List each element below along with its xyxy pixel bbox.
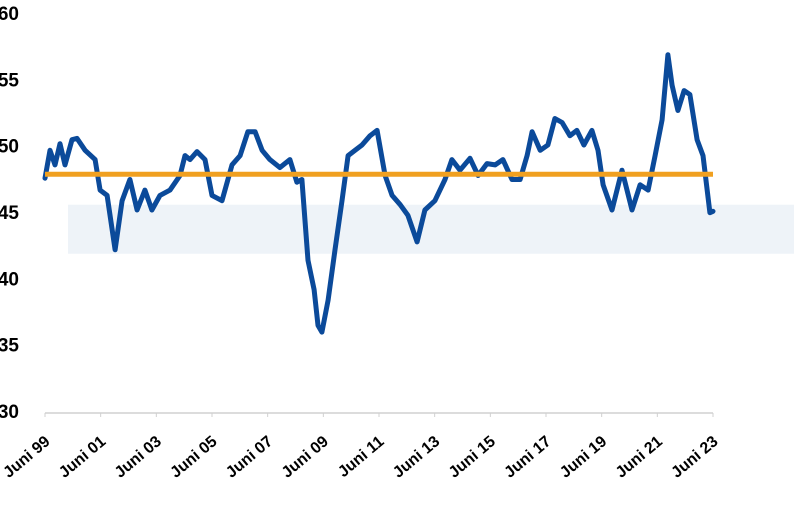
x-tick-label: Juni 21 <box>613 433 666 482</box>
x-tick-label: Juni 07 <box>223 433 276 482</box>
x-tick-label: Juni 11 <box>335 433 388 481</box>
series-line <box>42 52 716 335</box>
x-tick-label: Juni 19 <box>557 433 610 482</box>
y-tick-label: 50 <box>0 137 19 158</box>
band <box>68 204 794 254</box>
y-tick-label: 40 <box>0 269 19 290</box>
x-tick-label: Juni 99 <box>0 433 53 482</box>
x-tick-label: Juni 05 <box>167 433 220 482</box>
x-tick-label: Juni 17 <box>501 433 554 482</box>
x-tick-label: Juni 15 <box>446 433 499 482</box>
x-tick-label: Juni 13 <box>390 433 443 482</box>
x-tick-label: Juni 01 <box>56 433 109 482</box>
y-tick-label: 45 <box>0 203 19 224</box>
y-tick-label: 60 <box>0 4 19 25</box>
x-tick-label: Juni 09 <box>279 433 332 482</box>
x-tick-label: Juni 23 <box>668 433 721 482</box>
x-tick-label: Juni 03 <box>112 433 165 482</box>
y-tick-label: 35 <box>0 336 19 357</box>
y-tick-label: 30 <box>0 402 19 423</box>
y-tick-label: 55 <box>0 70 19 91</box>
